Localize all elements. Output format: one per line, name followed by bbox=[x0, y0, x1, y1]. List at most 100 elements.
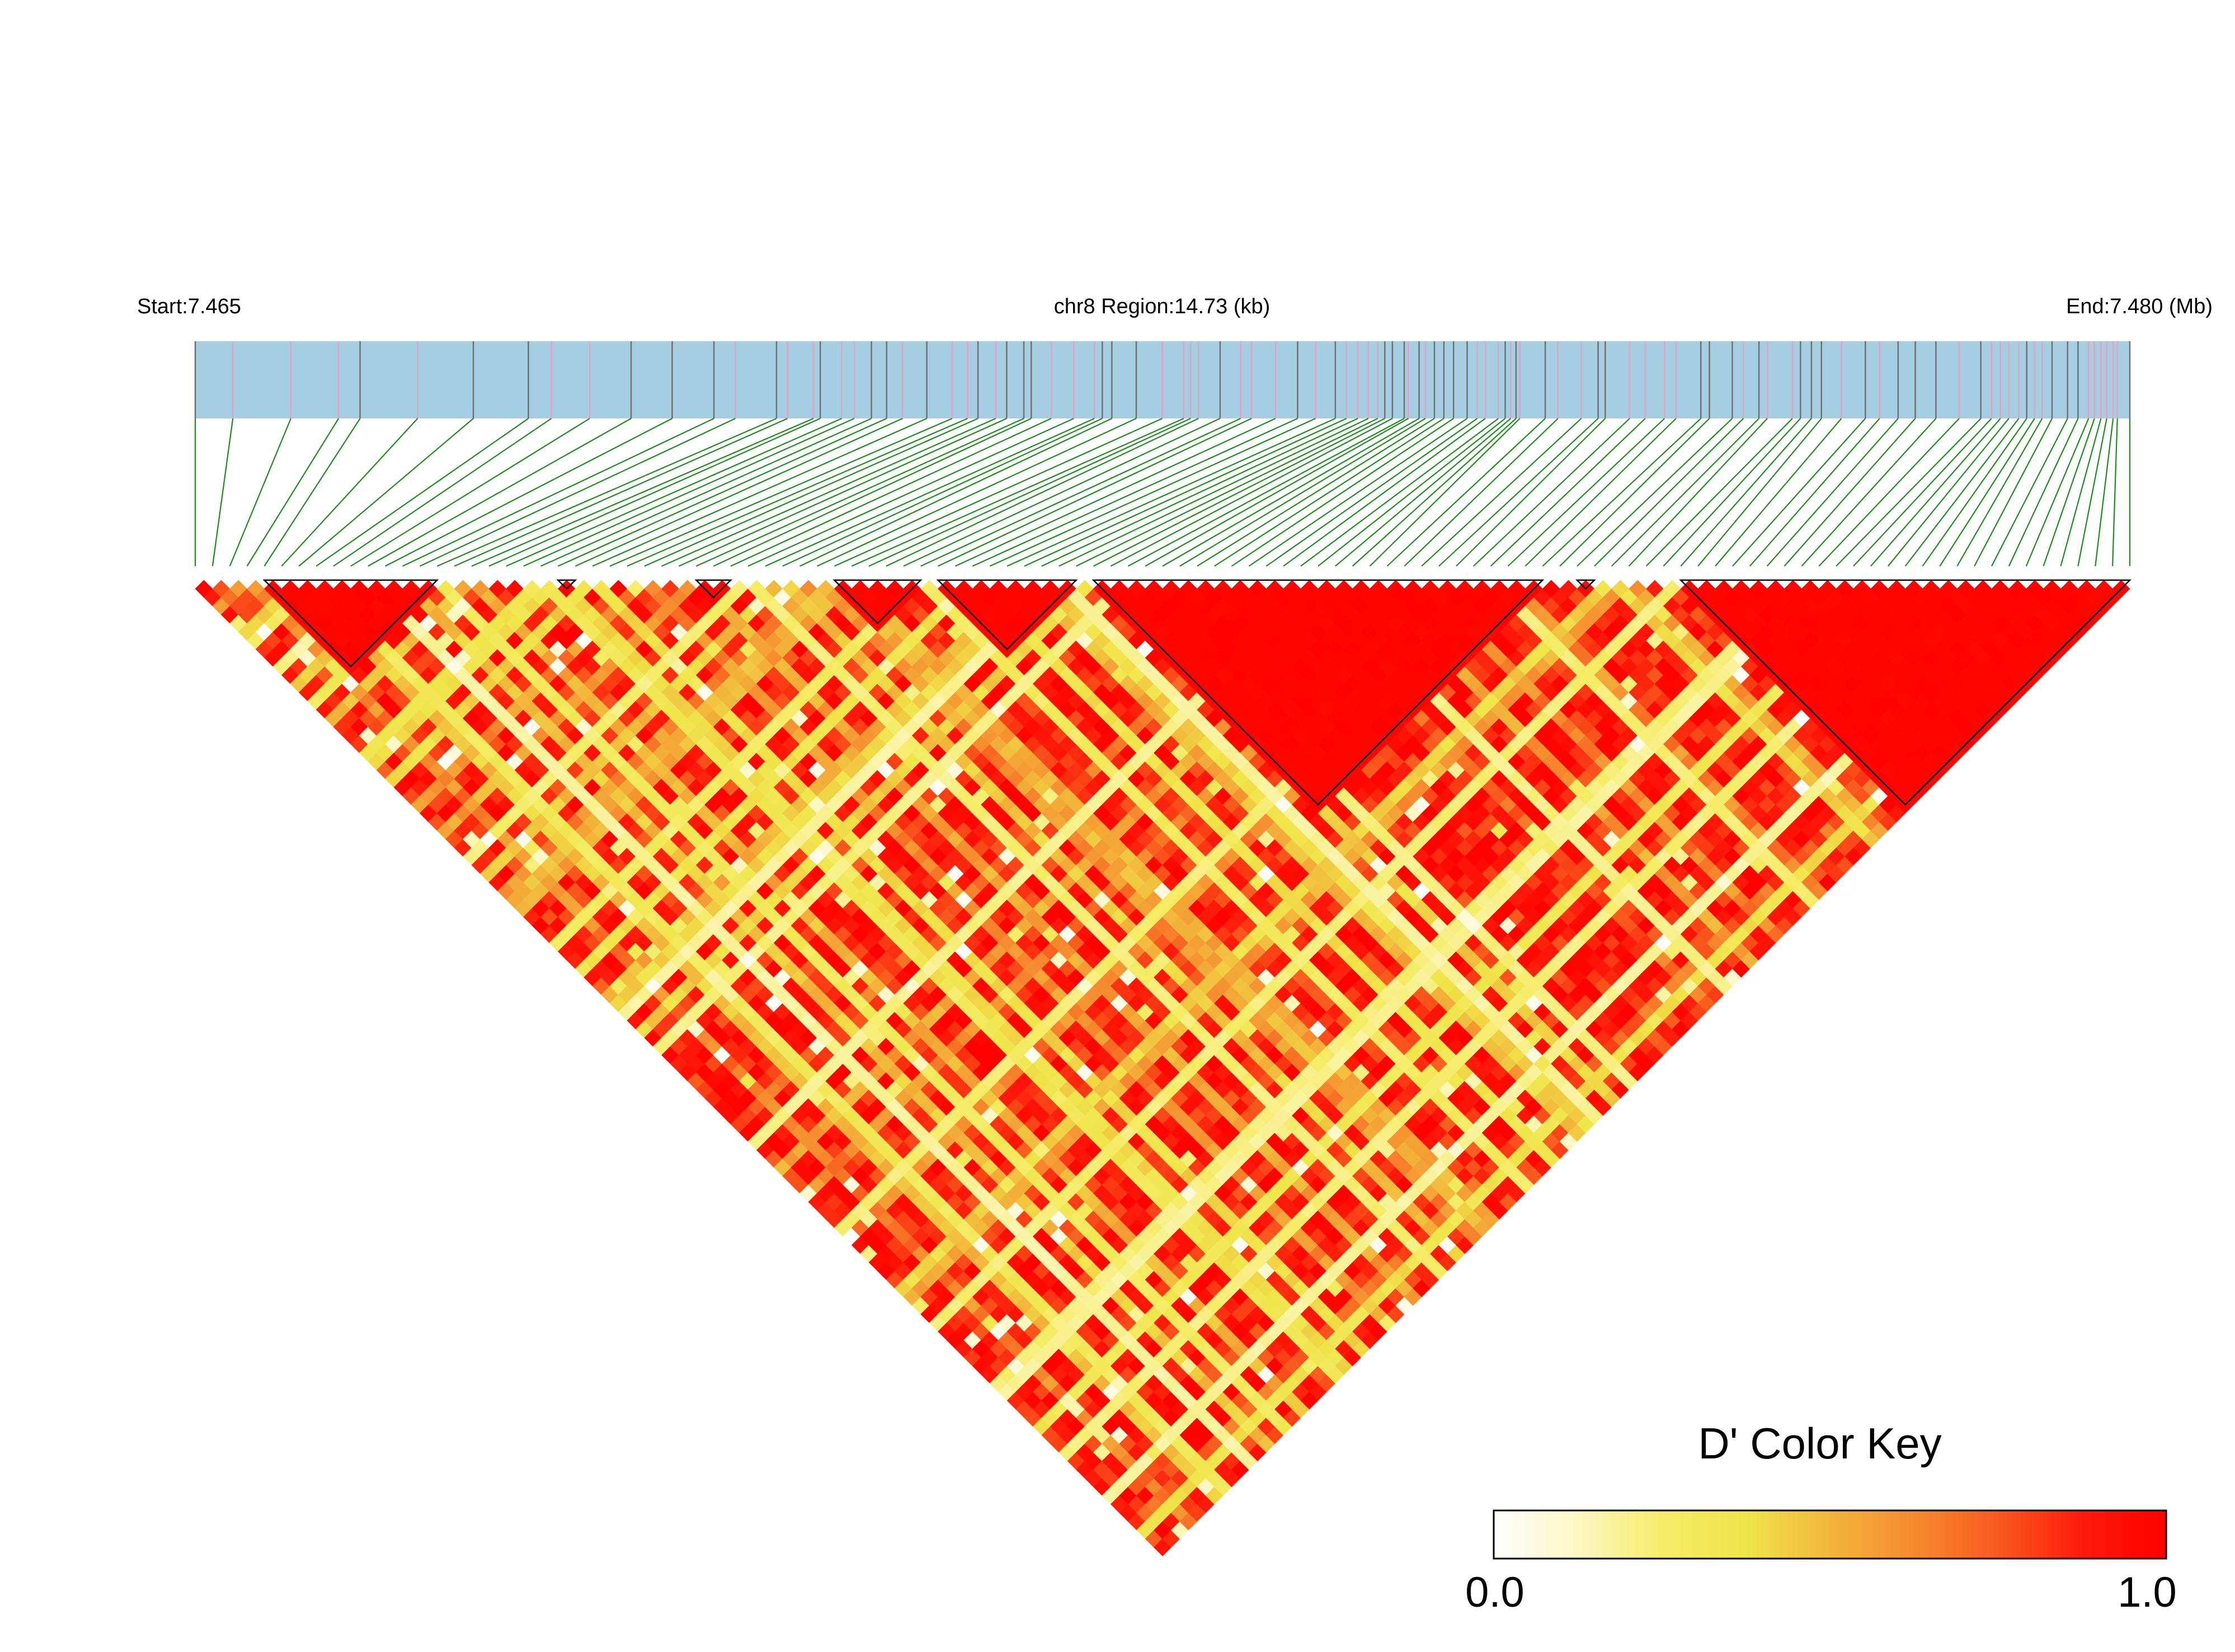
snp-connector-line bbox=[1283, 418, 1486, 567]
snp-connector-line bbox=[2077, 418, 2107, 567]
snp-connector-line bbox=[1024, 418, 1347, 567]
snp-connector-line bbox=[868, 418, 1191, 567]
snp-connector-line bbox=[1663, 418, 1801, 567]
snp-connector-line bbox=[2025, 418, 2090, 567]
snp-connector-line bbox=[1214, 418, 1444, 567]
snp-connector-line bbox=[1749, 418, 1880, 567]
snp-connector-line bbox=[436, 417, 777, 567]
snp-connector-line bbox=[1956, 418, 2043, 567]
snp-connector-line bbox=[1076, 418, 1378, 567]
snp-connector-line bbox=[713, 418, 1032, 567]
snp-connector-line bbox=[1904, 418, 2020, 567]
snp-connector-line bbox=[1611, 418, 1759, 567]
end-label: End:7.480 (Mb) bbox=[2066, 295, 2213, 318]
snp-position-lines bbox=[194, 341, 2131, 418]
snp-connector-line bbox=[592, 417, 928, 567]
snp-connector-line bbox=[679, 417, 1007, 567]
snp-connector-line bbox=[1490, 418, 1646, 567]
snp-connector-line bbox=[506, 417, 843, 567]
snp-connector-line bbox=[402, 418, 714, 567]
snp-connector-line bbox=[1542, 418, 1701, 567]
snp-connector-line bbox=[1524, 418, 1677, 567]
snp-connector-line bbox=[1922, 418, 2027, 567]
snp-connector-line bbox=[1577, 418, 1733, 567]
snp-connector-line bbox=[281, 418, 418, 567]
snp-connector-line bbox=[1559, 418, 1710, 567]
snp-connector-line bbox=[2112, 418, 2118, 567]
snp-connector-line bbox=[609, 417, 953, 567]
snp-connector-line bbox=[834, 417, 1163, 567]
snp-connector-line bbox=[1818, 418, 1960, 567]
snp-connector-line bbox=[765, 417, 1095, 567]
snp-connector-line bbox=[1507, 418, 1665, 567]
snp-connector-line bbox=[368, 418, 632, 567]
snp-connector-line bbox=[2095, 418, 2114, 567]
snp-connector-line bbox=[1369, 418, 1521, 567]
snp-connector-line bbox=[817, 418, 1137, 567]
snp-connector-line bbox=[955, 418, 1276, 567]
snp-connector-line bbox=[1041, 418, 1358, 567]
snp-connector-line bbox=[246, 418, 340, 567]
snp-connector-line bbox=[938, 418, 1252, 567]
snp-connector-line bbox=[989, 417, 1316, 567]
snp-connector-line bbox=[920, 418, 1241, 567]
snp-connector-line bbox=[1974, 418, 2053, 567]
snp-connector-line bbox=[1836, 418, 1982, 567]
snp-connector-line bbox=[1421, 418, 1582, 567]
snp-connector-line bbox=[575, 417, 903, 567]
snp-connector-line bbox=[1697, 418, 1822, 567]
snp-connector-line bbox=[1853, 418, 1992, 567]
snp-connector-line bbox=[1058, 418, 1369, 567]
snp-connector-line bbox=[661, 417, 996, 567]
snp-connector-line bbox=[644, 417, 978, 567]
snp-connector-line bbox=[1162, 418, 1420, 567]
snp-connector-line bbox=[1680, 418, 1812, 567]
snp-connector-line bbox=[2008, 418, 2079, 567]
snp-connector-line bbox=[454, 417, 788, 567]
snp-connector-line bbox=[1318, 418, 1506, 567]
snp-connector-line bbox=[1628, 418, 1768, 567]
snp-connector-line bbox=[1093, 418, 1385, 567]
snp-connector-line bbox=[488, 417, 821, 567]
snp-connector-line bbox=[1732, 418, 1866, 567]
snp-connector-line bbox=[886, 418, 1199, 567]
snp-connector-line bbox=[2043, 418, 2095, 567]
snp-connector-line bbox=[1456, 418, 1606, 567]
snp-connector-line bbox=[1265, 418, 1478, 567]
snp-connector-line bbox=[782, 418, 1103, 567]
snp-connector-line bbox=[1404, 418, 1559, 567]
snp-connector-line bbox=[1887, 418, 2010, 567]
snp-connector-line bbox=[1179, 418, 1426, 567]
snp-connector-line bbox=[471, 417, 814, 567]
snp-connector-line bbox=[2060, 418, 2102, 567]
snp-connector-lines bbox=[194, 417, 2131, 567]
snp-connector-line bbox=[1991, 418, 2068, 567]
snp-connector-line bbox=[264, 418, 361, 567]
snp-connector-line bbox=[1006, 417, 1336, 567]
start-label: Start:7.465 bbox=[137, 295, 241, 318]
snp-connector-line bbox=[350, 418, 590, 567]
snp-connector-line bbox=[695, 417, 1024, 567]
snp-connector-line bbox=[627, 417, 968, 567]
snp-connector-line bbox=[1386, 418, 1546, 567]
snp-connector-line bbox=[1438, 418, 1599, 567]
snp-connector-line bbox=[1248, 418, 1468, 567]
snp-connector-line bbox=[1127, 418, 1405, 567]
snp-connector-line bbox=[1766, 418, 1899, 567]
snp-connector-line bbox=[1197, 418, 1435, 567]
snp-connector-line bbox=[419, 418, 736, 567]
snp-connector-line bbox=[1870, 418, 2001, 567]
snp-connector-line bbox=[747, 417, 1074, 567]
snp-connector-line bbox=[523, 417, 855, 567]
snp-connector-line bbox=[1473, 418, 1630, 567]
snp-connector-line bbox=[1145, 418, 1409, 567]
snp-connector-line bbox=[316, 418, 529, 567]
snp-connector-line bbox=[1784, 418, 1916, 567]
snp-connector-line bbox=[730, 418, 1052, 567]
region-label: chr8 Region:14.73 (kb) bbox=[1054, 295, 1271, 318]
ld-cells bbox=[195, 580, 2130, 1556]
snp-connector-line bbox=[1801, 418, 1937, 567]
snp-connector-line bbox=[298, 418, 474, 567]
snp-connector-line bbox=[1715, 418, 1842, 567]
